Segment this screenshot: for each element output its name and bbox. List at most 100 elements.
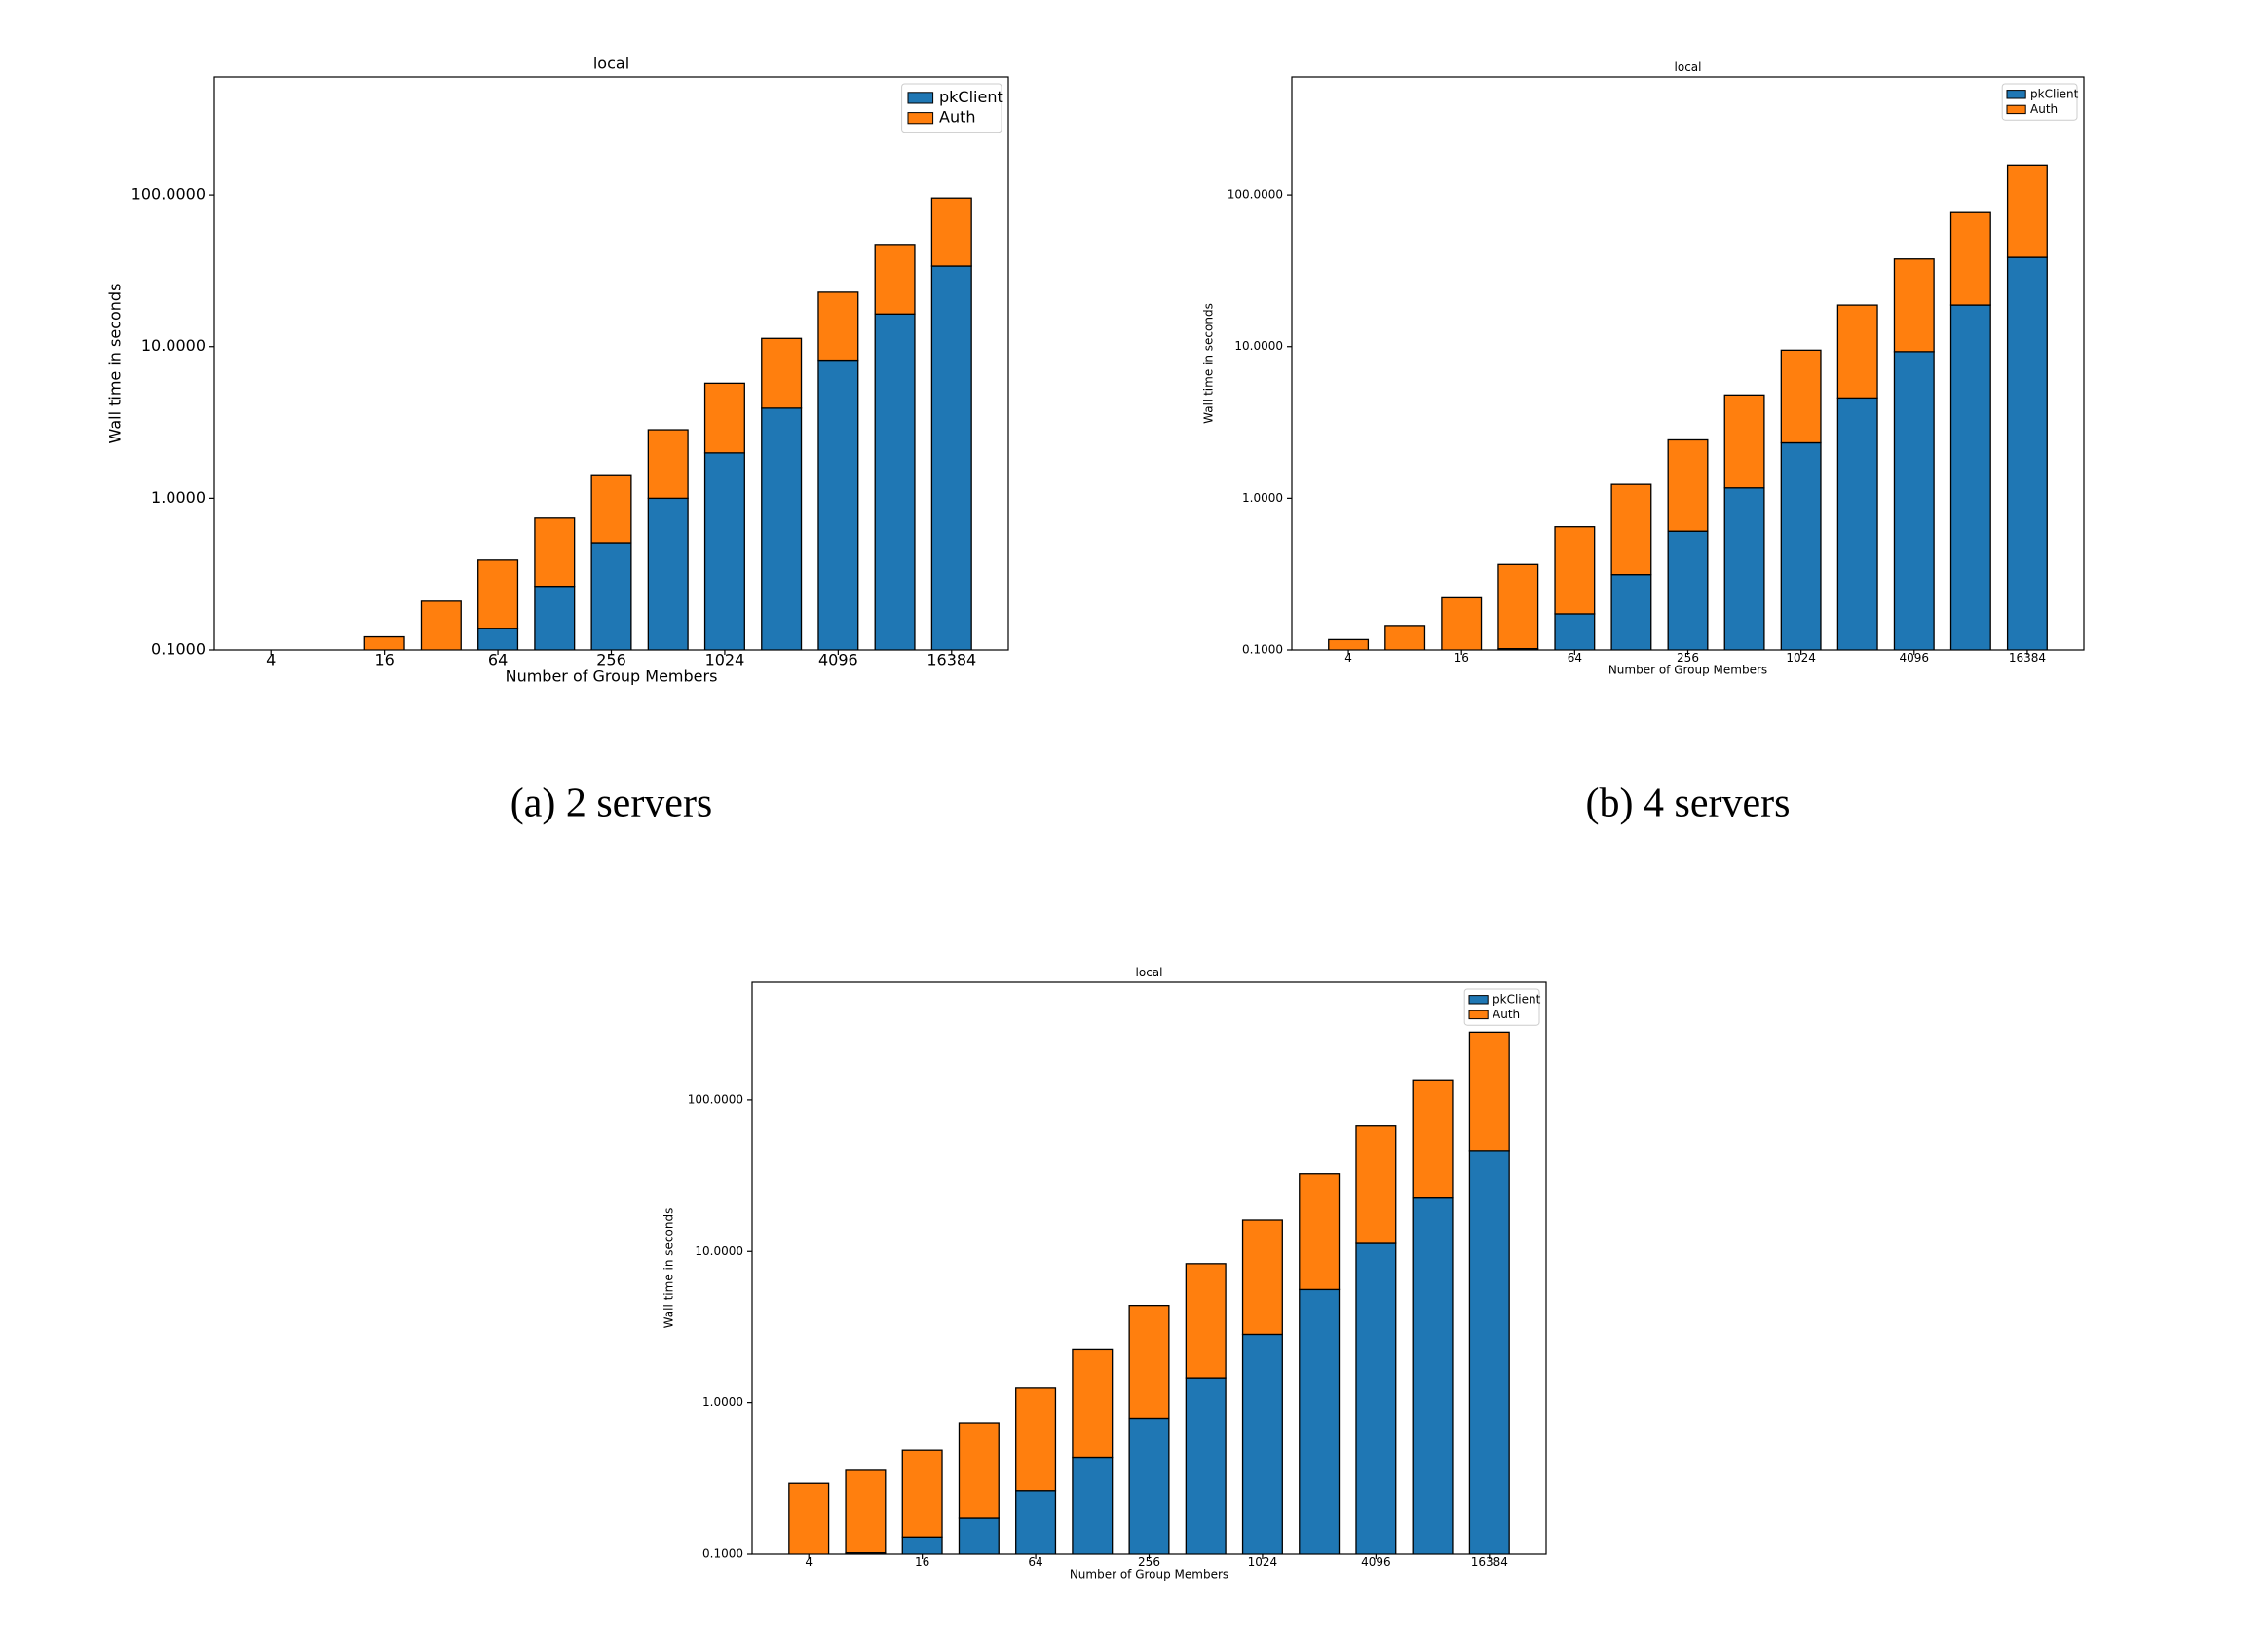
bar-segment <box>1329 660 1369 756</box>
bar-segment <box>308 660 348 696</box>
x-tick-label: 1024 <box>1786 651 1816 665</box>
legend-label: Auth <box>2030 102 2058 116</box>
x-axis-label: Number of Group Members <box>1070 1568 1228 1582</box>
bar-segment <box>1667 530 1709 650</box>
legend-swatch <box>1468 1010 1489 1020</box>
y-tick-label: 1.0000 <box>702 1395 743 1409</box>
bar-segment <box>958 1422 1000 1519</box>
chart-title: local <box>593 55 629 73</box>
plot-frame <box>751 981 1547 1555</box>
bar-segment <box>1384 625 1426 650</box>
legend-label: Auth <box>1493 1008 1520 1021</box>
caption: (b) 4 servers <box>1586 781 1791 826</box>
plot-frame <box>1291 76 2085 651</box>
bar-segment <box>930 265 972 650</box>
bar-segment <box>789 1564 829 1600</box>
y-tick-label: 0.1000 <box>1242 643 1283 657</box>
chart: local (b) 4 servers Number of Group Member… <box>1202 60 2085 826</box>
bar-segment <box>1299 1173 1341 1291</box>
bar-segment <box>1949 304 1991 650</box>
legend-swatch <box>907 92 934 104</box>
bar-segment <box>1128 1417 1170 1554</box>
bar-segment <box>1015 1387 1057 1492</box>
y-tick-label: 100.0000 <box>132 185 206 204</box>
y-axis-label: Wall time in seconds <box>1202 303 1216 424</box>
bar-segment <box>420 600 462 650</box>
bar-segment <box>1723 487 1765 650</box>
x-tick-label: 4096 <box>1900 651 1930 665</box>
legend-swatch <box>1468 995 1489 1005</box>
bar-segment <box>1015 1490 1057 1554</box>
caption: (a) 2 servers <box>510 781 713 826</box>
x-tick-label: 16384 <box>1471 1555 1508 1569</box>
legend-label: Auth <box>939 108 976 127</box>
x-axis-label: Number of Group Members <box>1608 664 1767 677</box>
legend-label: pkClient <box>2030 87 2079 100</box>
bar-segment <box>1072 1456 1114 1554</box>
y-tick-label: 0.1000 <box>151 640 206 659</box>
bar-segment <box>761 407 803 650</box>
bar-segment <box>1241 1333 1283 1554</box>
x-tick-label: 16384 <box>926 651 976 669</box>
bar-segment <box>1497 563 1539 650</box>
bar-segment <box>930 197 972 267</box>
x-tick-label: 16384 <box>2009 651 2046 665</box>
bar-segment <box>1949 211 1991 306</box>
y-axis-label: Wall time in seconds <box>662 1208 676 1329</box>
bar-segment <box>590 474 632 544</box>
x-tick-label: 16 <box>374 651 394 669</box>
bar-segment <box>647 497 689 650</box>
bar-segment <box>1241 1219 1283 1336</box>
x-tick-label: 4 <box>266 651 276 669</box>
bar-segment <box>1610 483 1652 576</box>
legend-swatch <box>907 112 934 125</box>
chart: local Number of Group Members Wall time in… <box>662 966 1547 1600</box>
bar-segment <box>1780 441 1822 650</box>
bar-segment <box>1385 660 1425 729</box>
bar-segment <box>590 542 632 650</box>
x-axis-label: Number of Group Members <box>506 667 718 686</box>
bar-segment <box>817 291 859 362</box>
x-tick-label: 64 <box>1568 651 1582 665</box>
bar-segment <box>958 1517 1000 1554</box>
bar-segment <box>251 660 291 729</box>
legend-swatch <box>2006 90 2026 99</box>
bar-segment <box>761 337 803 409</box>
bar-segment <box>1072 1348 1114 1459</box>
bar-segment <box>874 313 916 650</box>
bar-segment <box>703 382 745 454</box>
chart: local (a) 2 servers Number of Group Member… <box>106 55 1009 826</box>
x-tick-label: 4 <box>805 1555 813 1569</box>
plot-frame <box>213 76 1009 651</box>
x-tick-label: 64 <box>1028 1555 1042 1569</box>
x-tick-label: 4 <box>1344 651 1352 665</box>
bar-segment <box>1723 394 1765 489</box>
bar-segment <box>477 559 519 629</box>
bars <box>1328 164 2048 756</box>
bar-segment <box>874 244 916 315</box>
bar-segment <box>534 585 576 650</box>
y-axis-label: Wall time in seconds <box>106 284 125 444</box>
bars <box>251 197 972 729</box>
bar-segment <box>703 452 745 650</box>
y-tick-label: 10.0000 <box>695 1244 743 1258</box>
bar-segment <box>1355 1242 1397 1554</box>
bar-segment <box>1893 258 1935 353</box>
chart-title: local <box>1136 966 1163 979</box>
y-tick-label: 10.0000 <box>1234 339 1283 353</box>
y-tick-label: 10.0000 <box>141 336 206 355</box>
y-tick-label: 0.1000 <box>702 1547 743 1561</box>
x-tick-label: 1024 <box>705 651 745 669</box>
bar-segment <box>1412 1079 1454 1199</box>
x-tick-label: 256 <box>1138 1555 1160 1569</box>
bar-segment <box>1299 1288 1341 1554</box>
bar-segment <box>251 665 291 729</box>
legend-label: pkClient <box>939 88 1003 106</box>
bars <box>788 1031 1510 1600</box>
bar-segment <box>308 657 348 696</box>
bar-segment <box>2006 164 2048 258</box>
bar-segment <box>1355 1125 1397 1244</box>
bar-segment <box>1836 304 1878 400</box>
bar-segment <box>1468 1031 1510 1152</box>
x-tick-label: 64 <box>488 651 508 669</box>
